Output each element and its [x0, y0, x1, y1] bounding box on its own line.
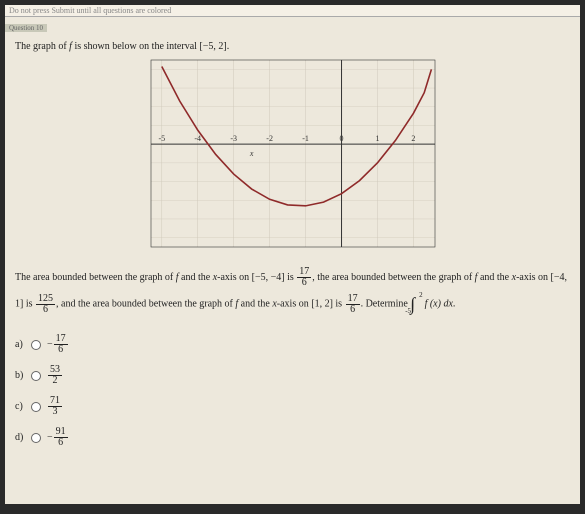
page: { "header": { "warning": "Do not press S…	[5, 5, 580, 504]
option-row[interactable]: b) 532	[15, 365, 570, 386]
integral-sign: ∫	[410, 294, 415, 314]
fraction: 176	[297, 267, 311, 288]
option-row[interactable]: c) 713	[15, 396, 570, 417]
option-row[interactable]: a) − 176	[15, 334, 570, 355]
svg-text:-1: -1	[302, 134, 309, 143]
warning-text: Do not press Submit until all questions …	[9, 6, 171, 15]
svg-text:-2: -2	[266, 134, 273, 143]
chart-svg: -5 -4 -3 -2 -1 0 1 2 x	[143, 56, 443, 261]
fraction: 532	[48, 365, 62, 386]
option-neg: −	[47, 432, 53, 443]
svg-text:x: x	[248, 149, 253, 158]
fraction: 916	[54, 427, 68, 448]
content: The graph of f is shown below on the int…	[5, 35, 580, 464]
option-label: b)	[15, 370, 31, 381]
option-neg: −	[47, 339, 53, 350]
fraction: 713	[48, 396, 62, 417]
fraction: 176	[54, 334, 68, 355]
prompt: The graph of f is shown below on the int…	[15, 41, 570, 52]
svg-text:-3: -3	[230, 134, 237, 143]
svg-text:1: 1	[375, 134, 379, 143]
body-text: The area bounded between the graph of f …	[15, 267, 570, 320]
fraction: 1256	[36, 294, 55, 315]
radio-icon[interactable]	[31, 402, 41, 412]
svg-text:0: 0	[339, 134, 343, 143]
option-label: a)	[15, 339, 31, 350]
svg-text:-4: -4	[194, 134, 201, 143]
radio-icon[interactable]	[31, 340, 41, 350]
chart: -5 -4 -3 -2 -1 0 1 2 x	[143, 56, 443, 261]
option-label: c)	[15, 401, 31, 412]
radio-icon[interactable]	[31, 371, 41, 381]
radio-icon[interactable]	[31, 433, 41, 443]
option-label: d)	[15, 432, 31, 443]
question-tab[interactable]: Question 10	[5, 24, 47, 32]
svg-text:2: 2	[411, 134, 415, 143]
options-list: a) − 176 b) 532 c) 713 d) − 916	[15, 334, 570, 448]
svg-text:-5: -5	[158, 134, 165, 143]
warning-bar: Do not press Submit until all questions …	[5, 5, 580, 17]
option-row[interactable]: d) − 916	[15, 427, 570, 448]
fraction: 176	[346, 294, 360, 315]
